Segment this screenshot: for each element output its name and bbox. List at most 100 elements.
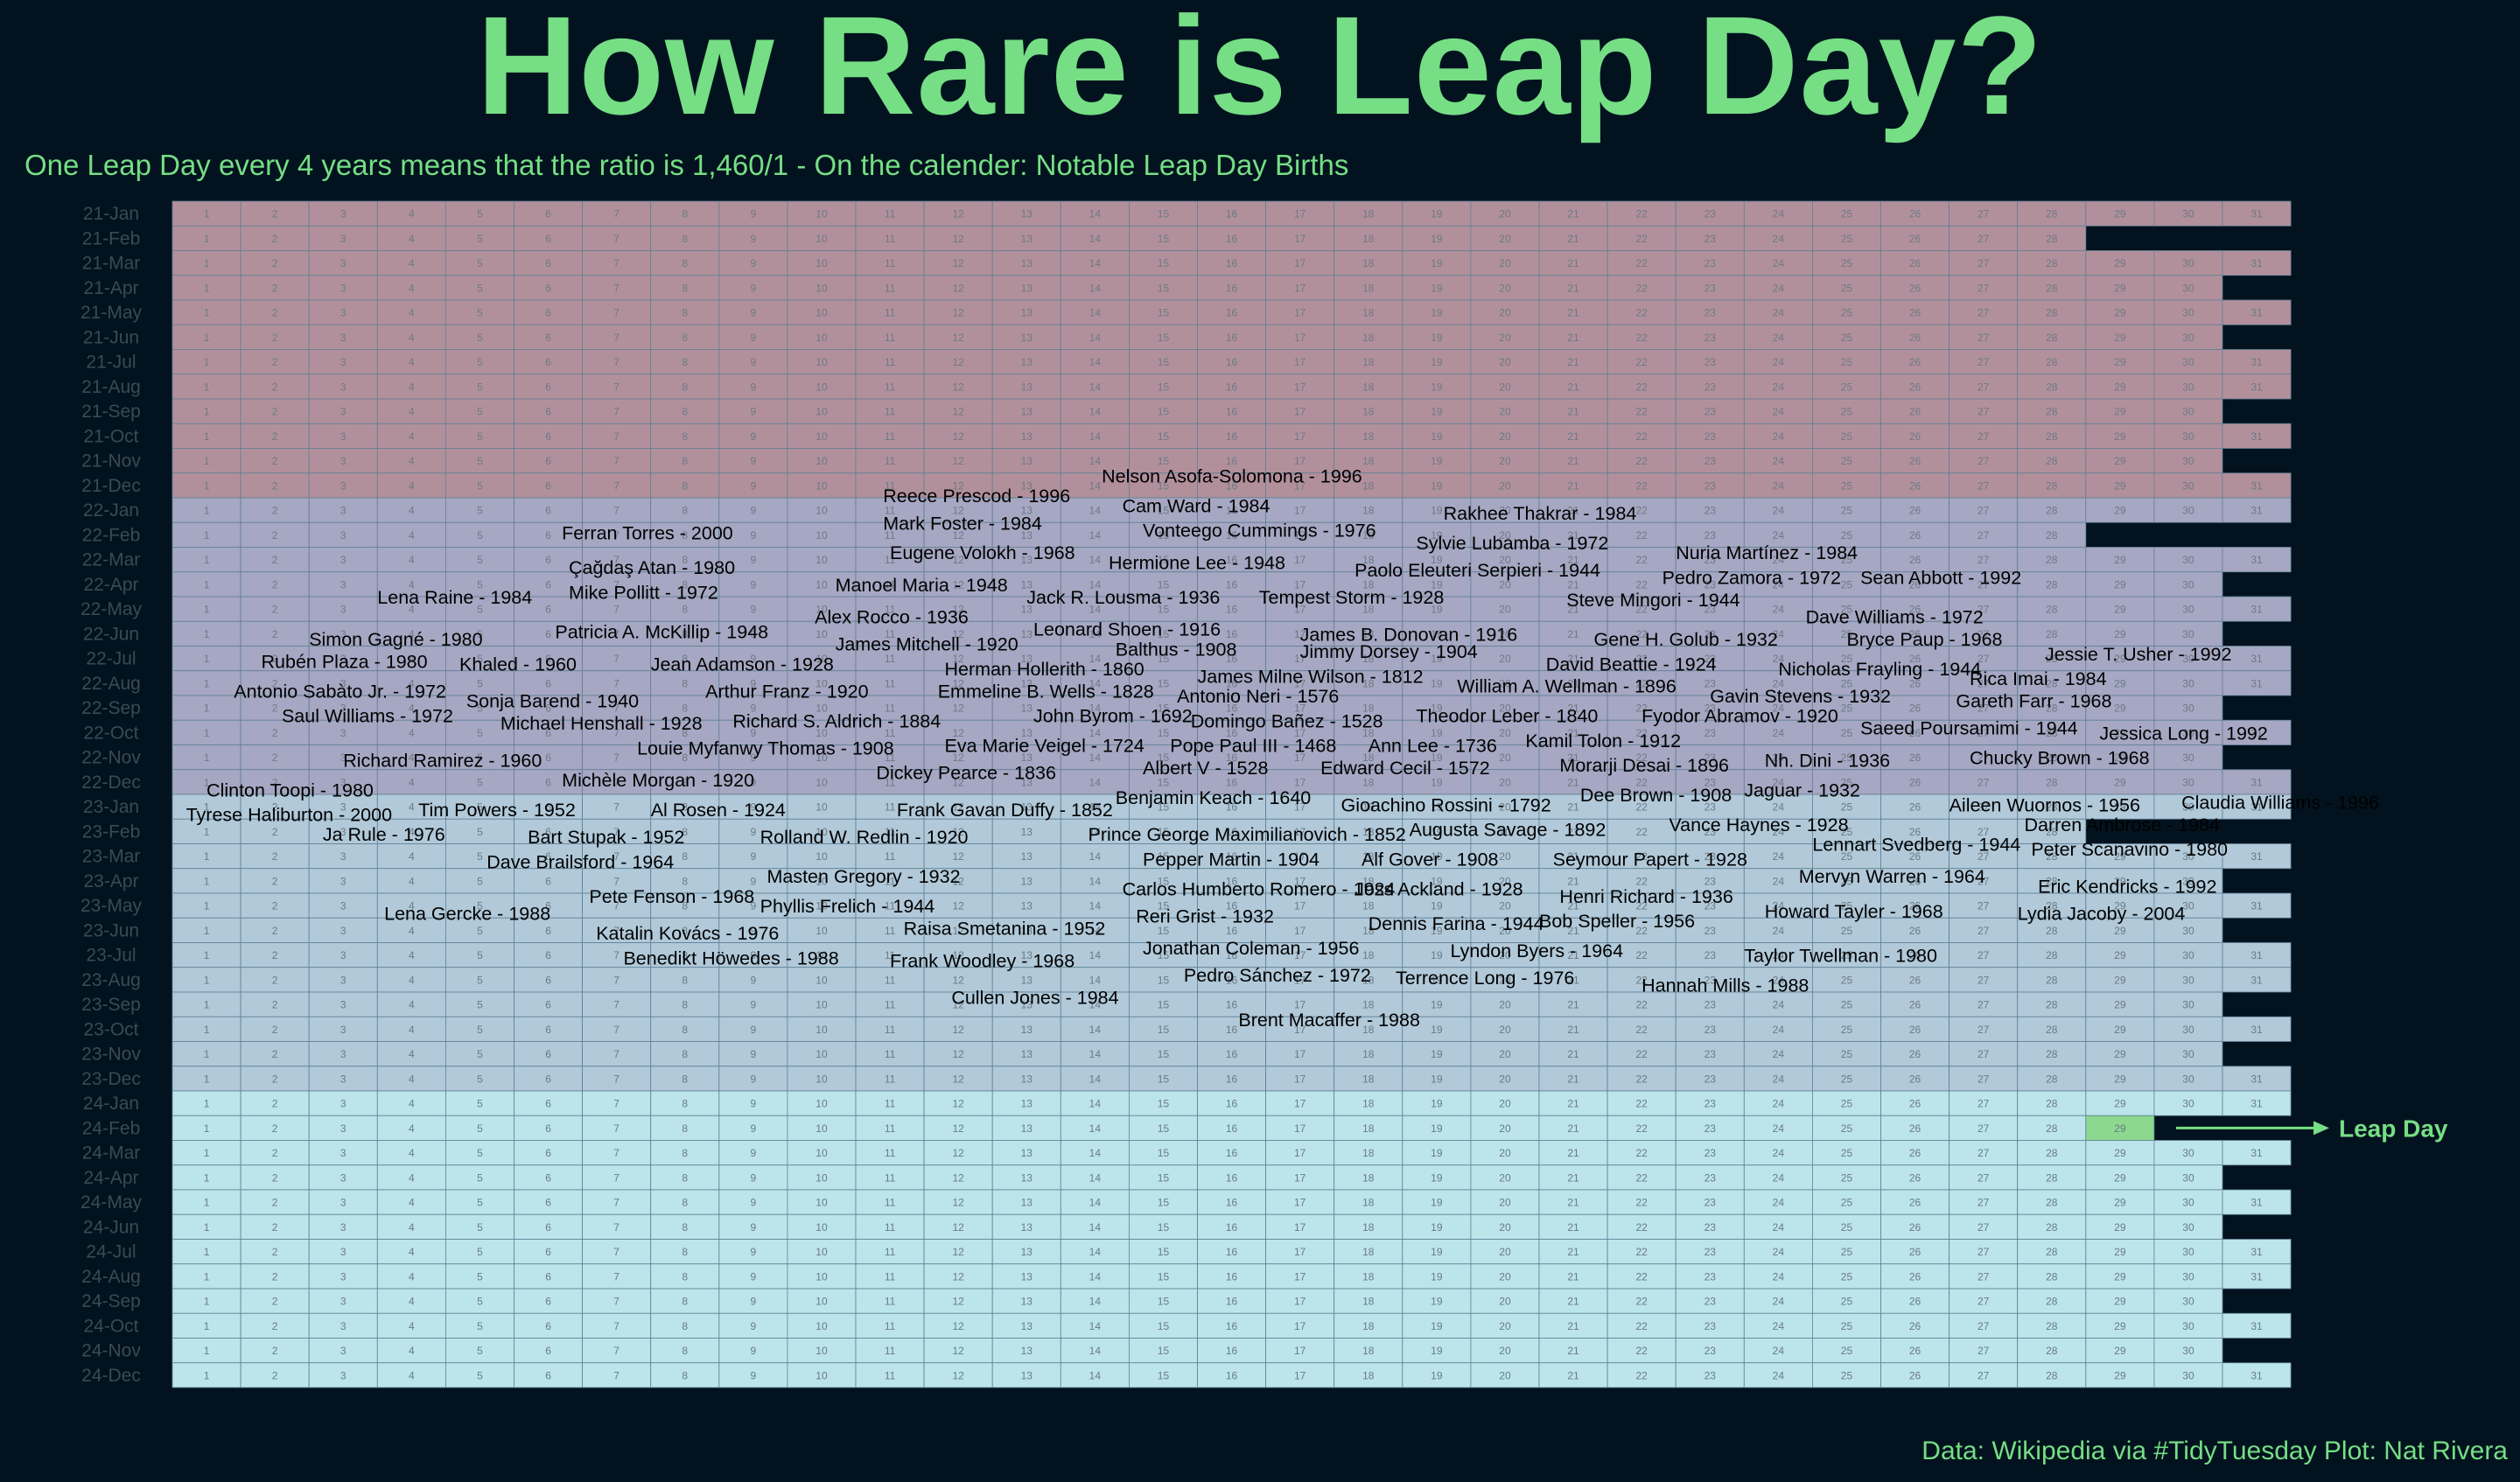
day-number: 31	[2250, 1320, 2263, 1332]
day-cell	[1402, 448, 1472, 474]
leap-arrow-head	[2314, 1121, 2329, 1136]
day-number: 16	[1226, 381, 1238, 393]
day-number: 3	[340, 1122, 346, 1135]
day-number: 26	[1909, 208, 1922, 220]
day-number: 1	[204, 430, 210, 443]
day-number: 23	[1704, 1270, 1717, 1283]
day-cell	[514, 225, 583, 251]
day-number: 9	[751, 332, 757, 344]
day-number: 20	[1499, 604, 1511, 616]
day-number: 23	[1704, 1073, 1717, 1085]
birth-annotation: Dickey Pearce - 1836	[876, 763, 1056, 784]
day-cell	[718, 521, 788, 548]
day-number: 18	[1362, 529, 1375, 542]
day-number: 13	[1021, 554, 1033, 566]
day-number: 8	[682, 406, 688, 418]
day-number: 20	[1499, 776, 1511, 788]
day-cell	[1334, 374, 1404, 400]
day-number: 25	[1841, 925, 1853, 937]
day-number: 16	[1226, 1345, 1238, 1357]
day-cell	[2153, 547, 2223, 573]
day-number: 27	[1978, 974, 1990, 986]
day-cell	[1470, 250, 1540, 276]
day-number: 26	[1909, 1073, 1922, 1085]
day-number: 14	[1089, 1270, 1102, 1283]
day-number: 23	[1704, 1320, 1717, 1332]
day-number: 15	[1158, 529, 1170, 542]
day-cell	[582, 275, 652, 301]
birth-annotation: Masten Gregory - 1932	[766, 866, 960, 887]
day-number: 3	[340, 974, 346, 986]
row-label: 24-Aug	[81, 1267, 141, 1287]
day-number: 15	[1158, 257, 1170, 269]
row-label: 22-Nov	[81, 748, 141, 768]
day-number: 1	[204, 900, 210, 912]
day-number: 27	[1978, 1197, 1990, 1209]
day-number: 10	[816, 1171, 828, 1184]
day-number: 18	[1362, 1246, 1375, 1258]
day-number: 11	[885, 505, 896, 517]
day-number: 9	[751, 505, 757, 517]
day-number: 12	[952, 1098, 964, 1110]
row-label: 23-Oct	[83, 1019, 138, 1039]
day-number: 24	[1773, 1122, 1785, 1135]
day-number: 17	[1294, 381, 1306, 393]
day-number: 12	[952, 455, 964, 467]
day-number: 28	[2046, 628, 2058, 640]
day-number: 15	[1158, 381, 1170, 393]
day-number: 27	[1978, 406, 1990, 418]
day-number: 22	[1635, 1073, 1648, 1085]
day-number: 15	[1158, 233, 1170, 245]
day-number: 24	[1773, 356, 1785, 368]
day-number: 27	[1978, 257, 1990, 269]
day-number: 17	[1294, 1270, 1306, 1283]
day-number: 17	[1294, 1320, 1306, 1332]
day-cell	[1334, 423, 1404, 449]
day-number: 7	[613, 1073, 620, 1085]
day-number: 7	[613, 257, 620, 269]
day-number: 10	[816, 233, 828, 245]
day-number: 19	[1431, 505, 1443, 517]
day-number: 28	[2046, 1246, 2058, 1258]
day-cell	[1538, 225, 1608, 251]
day-number: 5	[477, 578, 483, 591]
day-number: 17	[1294, 505, 1306, 517]
day-number: 24	[1773, 1024, 1785, 1036]
day-number: 9	[751, 1048, 757, 1060]
day-number: 13	[1021, 1197, 1033, 1209]
day-number: 6	[545, 1073, 551, 1085]
day-number: 9	[751, 554, 757, 566]
day-number: 7	[613, 974, 620, 986]
day-number: 4	[409, 776, 415, 788]
day-number: 18	[1362, 381, 1375, 393]
day-number: 18	[1362, 455, 1375, 467]
day-number: 21	[1567, 578, 1579, 591]
birth-annotation: Eva Marie Veigel - 1724	[945, 736, 1144, 757]
row-label: 21-Jan	[83, 204, 139, 224]
day-number: 4	[409, 455, 415, 467]
day-cell	[923, 423, 993, 449]
day-number: 26	[1909, 1098, 1922, 1110]
day-number: 9	[751, 1369, 757, 1381]
day-number: 7	[613, 578, 620, 591]
day-cell	[1402, 299, 1472, 325]
day-number: 3	[340, 381, 346, 393]
day-number: 2	[272, 554, 278, 566]
day-number: 1	[204, 1296, 210, 1308]
day-cell	[1743, 324, 1813, 350]
day-number: 17	[1294, 1345, 1306, 1357]
day-number: 14	[1089, 332, 1102, 344]
day-cell	[2222, 200, 2292, 227]
day-cell	[923, 324, 993, 350]
day-cell	[1606, 398, 1676, 424]
day-number: 6	[545, 381, 551, 393]
day-cell	[1265, 250, 1335, 276]
day-number: 7	[613, 1098, 620, 1110]
day-cell	[1675, 200, 1745, 227]
day-number: 16	[1226, 406, 1238, 418]
day-number: 26	[1909, 1221, 1922, 1234]
day-cell	[923, 521, 993, 548]
day-number: 15	[1158, 332, 1170, 344]
day-cell	[1265, 521, 1335, 548]
day-number: 31	[2250, 479, 2263, 492]
